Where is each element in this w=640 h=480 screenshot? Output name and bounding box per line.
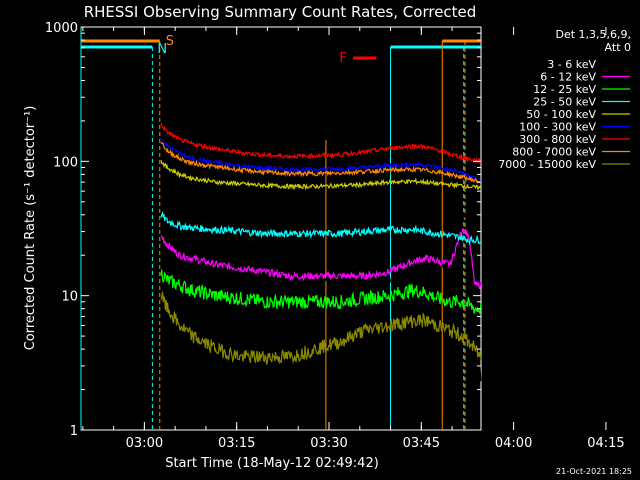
series-line-100-300-kev xyxy=(160,137,482,183)
series-line-50-100-kev xyxy=(160,160,482,191)
x-tick-label: 03:00 xyxy=(126,436,163,451)
y-tick-label: 10 xyxy=(61,290,78,305)
flag-n-label: N xyxy=(157,42,167,57)
x-tick-label: 03:15 xyxy=(218,436,255,451)
y-tick-label: 1000 xyxy=(45,21,78,36)
legend-label: 3 - 6 keV xyxy=(547,58,596,71)
footer-timestamp: 21-Oct-2021 18:25 xyxy=(556,467,632,476)
series-line-7000-15000-kev xyxy=(160,291,482,366)
flag-f-label: F xyxy=(339,51,346,66)
x-tick-label: 04:00 xyxy=(495,436,532,451)
legend-label: 6 - 12 keV xyxy=(540,71,596,84)
x-tick-label: 04:15 xyxy=(587,436,624,451)
series-line-300-800-kev xyxy=(160,122,482,165)
legend-header-line-2: Att 0 xyxy=(605,41,631,54)
x-tick-label: 03:30 xyxy=(310,436,347,451)
y-axis-label: Corrected Count Rate (s⁻¹ detector⁻¹) xyxy=(23,106,38,351)
legend-header-line-1: Det 1,3,5,6,9, xyxy=(555,28,631,41)
flag-s-label: S xyxy=(166,34,174,49)
chart-title: RHESSI Observing Summary Count Rates, Co… xyxy=(84,3,477,21)
legend-label: 50 - 100 keV xyxy=(526,108,596,121)
legend-label: 12 - 25 keV xyxy=(533,83,596,96)
legend-label: 25 - 50 keV xyxy=(533,96,596,109)
series-line-25-50-kev xyxy=(160,210,481,246)
x-axis-ticks: 03:00 03:15 03:30 03:45 04:00 04:15 xyxy=(82,27,625,451)
legend-label: 300 - 800 keV xyxy=(519,133,596,146)
series-layer xyxy=(160,122,482,382)
legend-label: 7000 - 15000 keV xyxy=(498,158,596,171)
legend-label: 800 - 7000 keV xyxy=(512,146,596,159)
y-tick-label: 100 xyxy=(53,155,78,170)
series-line-800-7000-kev xyxy=(160,141,482,184)
y-tick-label: 1 xyxy=(70,424,78,439)
legend-label: 100 - 300 keV xyxy=(519,121,596,134)
series-line-6-12-kev xyxy=(160,227,482,289)
x-tick-label: 03:45 xyxy=(403,436,440,451)
series-line-3-6-kev xyxy=(160,207,482,382)
x-axis-label: Start Time (18-May-12 02:49:42) xyxy=(165,456,379,471)
y-axis-ticks: 1 10 100 1000 xyxy=(45,21,481,439)
series-line-12-25-kev xyxy=(160,269,482,314)
